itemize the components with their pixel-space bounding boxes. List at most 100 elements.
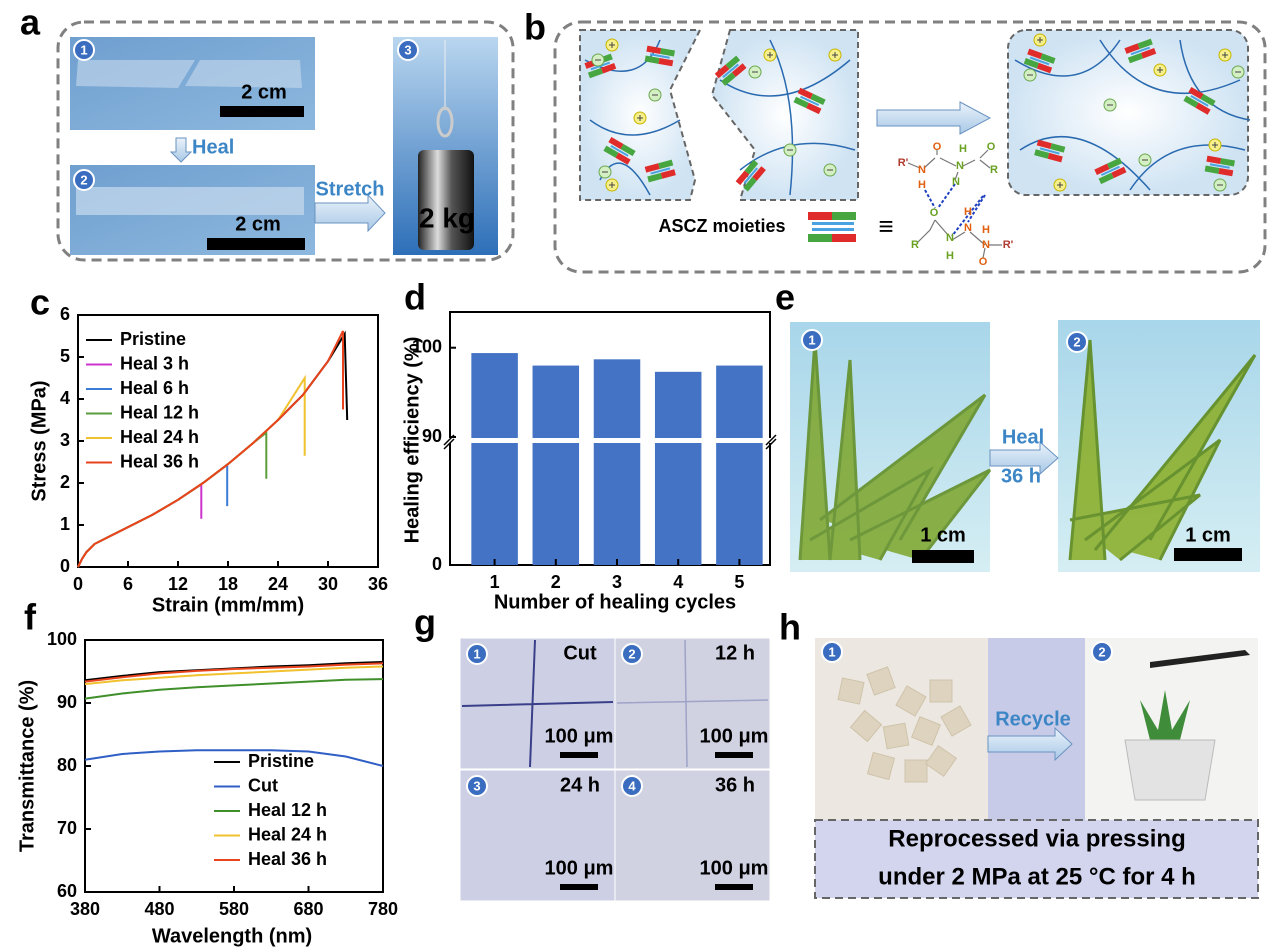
bar bbox=[471, 353, 518, 565]
film bbox=[76, 187, 304, 215]
scale-label: 2 cm bbox=[241, 81, 287, 103]
arrow-label: Stretch bbox=[316, 178, 385, 200]
panel-label: a bbox=[20, 2, 41, 43]
moiety-part bbox=[1098, 172, 1114, 185]
y-tick-label: 100 bbox=[47, 629, 77, 649]
scale-label: 100 μm bbox=[545, 857, 614, 879]
x-tick-label: 4 bbox=[673, 572, 683, 592]
scale-label: 1 cm bbox=[1185, 524, 1231, 546]
arrow-label: 36 h bbox=[1001, 465, 1041, 487]
moiety-part bbox=[1050, 143, 1066, 153]
atom: N bbox=[956, 160, 964, 172]
legend-label: Heal 12 h bbox=[120, 402, 199, 422]
moiety bbox=[714, 55, 747, 86]
legend-label: Pristine bbox=[120, 329, 186, 349]
moiety-part bbox=[649, 53, 670, 59]
y-tick-label: 90 bbox=[57, 692, 77, 712]
marker-circle bbox=[621, 643, 643, 665]
arrow bbox=[989, 440, 1059, 476]
image-label: 36 h bbox=[715, 774, 755, 796]
marker-circle bbox=[801, 329, 823, 351]
moiety-part bbox=[1206, 155, 1222, 165]
marker-circle bbox=[1091, 641, 1113, 663]
legend-label: Heal 3 h bbox=[120, 353, 189, 373]
moiety-part bbox=[1039, 147, 1060, 155]
scale-bar bbox=[560, 884, 598, 890]
scale-bar bbox=[207, 238, 305, 250]
arrow bbox=[314, 193, 386, 233]
y-tick-label: 90 bbox=[422, 426, 442, 446]
hydrogen-bond bbox=[924, 183, 986, 237]
moiety-part bbox=[744, 159, 759, 175]
y-axis-title: Healing efficiency (%) bbox=[401, 337, 423, 544]
marker: 1 bbox=[80, 42, 87, 57]
moiety-part bbox=[1023, 58, 1039, 69]
bar bbox=[532, 365, 580, 565]
tweezers bbox=[1150, 650, 1250, 668]
legend-label: Heal 36 h bbox=[248, 849, 327, 869]
x-axis-title: Strain (mm/mm) bbox=[152, 594, 304, 616]
moiety-part bbox=[1141, 48, 1157, 59]
image-label: 12 h bbox=[715, 642, 755, 664]
y-tick-label: 80 bbox=[57, 755, 77, 775]
arrow bbox=[169, 137, 193, 163]
moiety-part bbox=[1047, 152, 1063, 163]
moiety-part bbox=[660, 169, 676, 179]
scale-label: 100 μm bbox=[700, 725, 769, 747]
moiety-icon bbox=[808, 212, 832, 220]
film bbox=[185, 60, 302, 88]
atom: N bbox=[964, 222, 972, 234]
moiety-part bbox=[1190, 95, 1209, 107]
marker: 2 bbox=[628, 646, 635, 661]
series-line bbox=[84, 678, 384, 700]
bar bbox=[716, 365, 763, 565]
moiety-part bbox=[1127, 52, 1144, 64]
moiety-part bbox=[722, 63, 739, 78]
moiety bbox=[1124, 38, 1157, 64]
marker: 3 bbox=[473, 778, 480, 793]
moiety-part bbox=[1124, 43, 1140, 54]
hook bbox=[436, 106, 454, 138]
scale-bar bbox=[715, 752, 753, 758]
y-tick-label: 100 bbox=[412, 336, 442, 356]
x-tick-label: 5 bbox=[734, 572, 744, 592]
marker: 3 bbox=[404, 42, 411, 57]
moiety-part bbox=[1200, 93, 1216, 107]
panel-frame bbox=[553, 20, 1267, 274]
x-tick-label: 12 bbox=[168, 574, 188, 594]
moiety bbox=[644, 159, 676, 183]
bar bbox=[654, 371, 702, 565]
x-tick-label: 6 bbox=[123, 574, 133, 594]
x-axis-title: Number of healing cycles bbox=[494, 591, 736, 613]
marker: 1 bbox=[473, 646, 480, 661]
y-tick-label: 3 bbox=[60, 430, 70, 450]
moiety-part bbox=[1188, 86, 1204, 100]
moiety-part bbox=[1107, 157, 1123, 170]
y-axis-title: Stress (MPa) bbox=[28, 380, 50, 501]
marker: 1 bbox=[808, 332, 815, 347]
moiety-part bbox=[810, 93, 826, 106]
bond bbox=[907, 149, 1002, 259]
atom: N bbox=[982, 239, 990, 251]
caption: Reprocessed via pressing bbox=[888, 825, 1185, 852]
background bbox=[988, 638, 1085, 820]
moiety-part bbox=[658, 159, 674, 170]
equivalent-sign: ≡ bbox=[878, 211, 893, 241]
marker: 2 bbox=[1098, 644, 1105, 659]
scale-bar bbox=[912, 550, 974, 563]
scale-label: 2 cm bbox=[235, 213, 281, 235]
y-axis-title: Transmittance (%) bbox=[16, 680, 38, 852]
moiety bbox=[793, 87, 826, 115]
moiety-part bbox=[615, 152, 631, 165]
crack bbox=[616, 639, 769, 768]
marker-circle bbox=[1066, 331, 1088, 353]
moiety-label: ASCZ moieties bbox=[658, 216, 785, 236]
x-tick-label: 1 bbox=[490, 572, 500, 592]
axis-break-mark bbox=[443, 434, 777, 450]
scale-label: 100 μm bbox=[700, 857, 769, 879]
atom: R bbox=[990, 164, 998, 176]
polymer-chain bbox=[1099, 39, 1241, 95]
marker-circle bbox=[821, 641, 843, 663]
moiety-part bbox=[610, 145, 629, 157]
